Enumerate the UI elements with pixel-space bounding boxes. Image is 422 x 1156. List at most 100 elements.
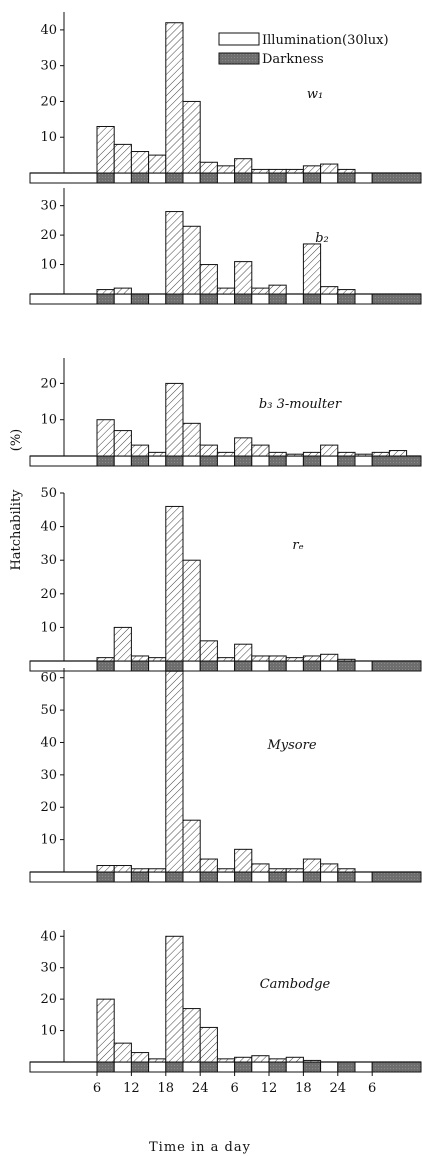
darkness-period — [96, 293, 115, 305]
darkness-period — [337, 871, 356, 883]
bar — [371, 451, 390, 457]
illumination-period — [29, 1061, 98, 1073]
bar — [113, 287, 132, 295]
x-tick-label: 6 — [368, 1081, 376, 1096]
darkness-period — [234, 455, 253, 467]
x-tick-label: 18 — [295, 1081, 312, 1096]
y-tick-label: 20 — [40, 587, 57, 602]
illumination-period — [148, 172, 167, 184]
strain-label: b₃ 3-moulter — [259, 397, 342, 412]
darkness-period — [96, 1061, 115, 1073]
illumination-period — [216, 293, 236, 305]
illumination-period — [320, 455, 339, 467]
bar — [130, 868, 150, 873]
bar — [199, 161, 218, 174]
darkness-period — [302, 455, 322, 467]
strain-label: w₁ — [307, 87, 323, 102]
bar — [96, 289, 115, 295]
bar — [234, 643, 253, 662]
illumination-period — [216, 172, 236, 184]
illumination-period — [251, 172, 270, 184]
bar — [182, 100, 201, 174]
bar — [320, 444, 339, 457]
darkness-period — [337, 455, 356, 467]
bar — [216, 287, 236, 295]
illumination-period — [251, 660, 270, 672]
bar — [285, 168, 304, 174]
darkness-period — [302, 871, 322, 883]
y-tick-label: 10 — [40, 258, 57, 273]
bar — [337, 168, 356, 174]
darkness-period — [130, 1061, 150, 1073]
bar — [302, 1059, 322, 1063]
bar — [251, 863, 270, 873]
illumination-period — [320, 172, 339, 184]
darkness-period — [371, 660, 422, 672]
darkness-period — [199, 172, 218, 184]
illumination-period — [251, 455, 270, 467]
darkness-period — [165, 871, 184, 883]
legend: Illumination(30lux) Darkness — [218, 32, 389, 67]
y-tick-label: 30 — [40, 199, 57, 214]
bar — [96, 419, 115, 457]
y-tick-label: 60 — [40, 671, 57, 686]
illumination-period — [285, 172, 304, 184]
darkness-period — [199, 293, 218, 305]
bar — [302, 165, 322, 174]
illumination-period — [113, 660, 132, 672]
illumination-period — [113, 293, 132, 305]
darkness-period — [130, 455, 150, 467]
darkness-period — [199, 455, 218, 467]
illumination-period — [285, 293, 304, 305]
x-tick-label: 24 — [192, 1081, 209, 1096]
illumination-period — [251, 1061, 270, 1073]
bar — [302, 858, 322, 873]
bar — [216, 657, 236, 662]
bar — [268, 168, 287, 174]
bar — [182, 225, 201, 295]
bar — [285, 868, 304, 873]
darkness-period — [268, 293, 287, 305]
darkness-period — [268, 172, 287, 184]
y-tick-label: 40 — [40, 735, 57, 750]
bar — [165, 670, 184, 873]
y-tick-label: 30 — [40, 59, 57, 74]
bar — [199, 858, 218, 873]
darkness-period — [371, 871, 422, 883]
darkness-period — [165, 455, 184, 467]
darkness-period — [371, 293, 422, 305]
illumination-period — [29, 455, 98, 467]
illumination-period — [182, 1061, 201, 1073]
illumination-period — [285, 660, 304, 672]
darkness-period — [371, 1061, 422, 1073]
bar — [216, 451, 236, 457]
darkness-period — [165, 660, 184, 672]
illumination-period — [148, 455, 167, 467]
illumination-period — [285, 871, 304, 883]
darkness-period — [234, 660, 253, 672]
y-tick-label: 20 — [40, 228, 57, 243]
darkness-period — [302, 660, 322, 672]
illumination-period — [320, 293, 339, 305]
darkness-period — [234, 172, 253, 184]
bar — [130, 655, 150, 662]
bar — [199, 264, 218, 295]
bar — [113, 143, 132, 174]
bar — [96, 125, 115, 174]
bar — [320, 653, 339, 662]
bar — [165, 505, 184, 662]
bar — [130, 151, 150, 174]
bar — [234, 158, 253, 174]
x-tick-label: 6 — [93, 1081, 101, 1096]
darkness-period — [337, 293, 356, 305]
illumination-period — [216, 871, 236, 883]
x-axis-title: Time in a day — [149, 1140, 251, 1155]
illumination-period — [182, 660, 201, 672]
illumination-period — [354, 1061, 373, 1073]
darkness-period — [96, 871, 115, 883]
illumination-period — [113, 455, 132, 467]
bar — [96, 998, 115, 1063]
illumination-period — [320, 1061, 339, 1073]
y-axis-title: Hatchability — [9, 489, 24, 571]
bar — [148, 154, 167, 174]
